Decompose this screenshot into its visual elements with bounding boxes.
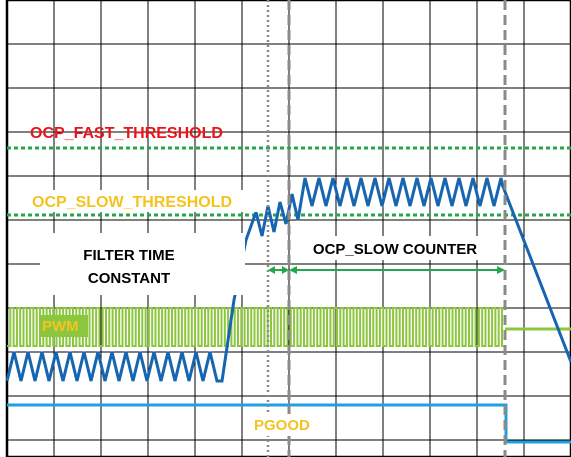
- filter-label-bg: [40, 233, 245, 295]
- slow-counter-label: OCP_SLOW COUNTER: [313, 241, 477, 258]
- slow-counter-arrow: [289, 266, 505, 274]
- ocp-fast-threshold-label: OCP_FAST_THRESHOLD: [30, 125, 223, 142]
- pwm-waveform: [7, 307, 571, 347]
- filter-time-label-line1: FILTER TIME: [83, 247, 174, 264]
- pwm-label-bg: [40, 315, 88, 337]
- pwm-label: PWM: [42, 318, 79, 335]
- slow-counter-label-bg: [292, 236, 502, 260]
- pgood-label-bg: [250, 414, 330, 436]
- grid: [5, 0, 571, 457]
- filter-time-label-line2: CONSTANT: [88, 270, 170, 287]
- pgood-label: PGOOD: [254, 417, 310, 434]
- filter-time-arrow: [268, 266, 289, 274]
- ocp-slow-threshold-label: OCP_SLOW_THRESHOLD: [32, 194, 232, 211]
- ocp-slow-label-bg: [30, 190, 263, 212]
